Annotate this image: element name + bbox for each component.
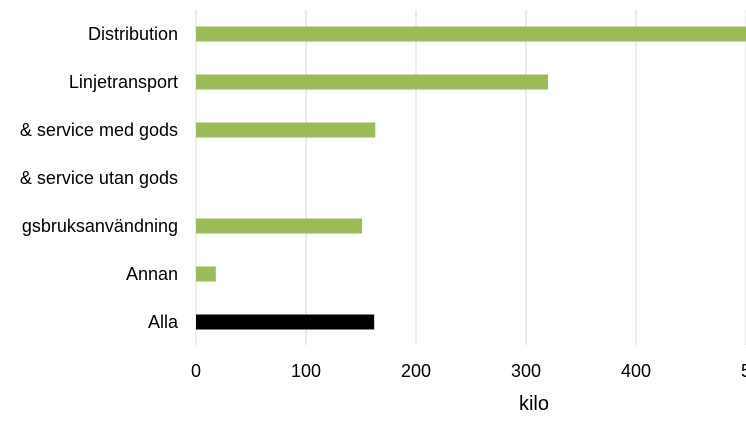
category-label: Linjetransport [69,72,178,92]
x-tick-label: 5 [741,361,746,381]
x-tick-label: 300 [511,361,541,381]
bar [196,74,548,90]
category-labels: Distribution Linjetransport & service med … [20,24,179,332]
category-label: Alla [148,312,179,332]
bar [196,266,216,282]
bar [196,314,375,330]
x-tick-label: 200 [401,361,431,381]
category-label: & service utan gods [20,168,178,188]
bar [196,122,376,138]
category-label: & service med gods [20,120,178,140]
gridlines [195,10,746,345]
bar [196,26,746,42]
bars [196,26,746,330]
x-axis-title: kilo [519,393,549,415]
category-label: gsbruksanvändning [22,216,178,236]
x-tick-label: 400 [621,361,651,381]
x-tick-label: 100 [291,361,321,381]
x-tick-labels: 0 100 200 300 400 5 [191,361,746,381]
x-tick-label: 0 [191,361,201,381]
category-label: Distribution [88,24,178,44]
category-label: Annan [126,264,178,284]
bar [196,218,363,234]
